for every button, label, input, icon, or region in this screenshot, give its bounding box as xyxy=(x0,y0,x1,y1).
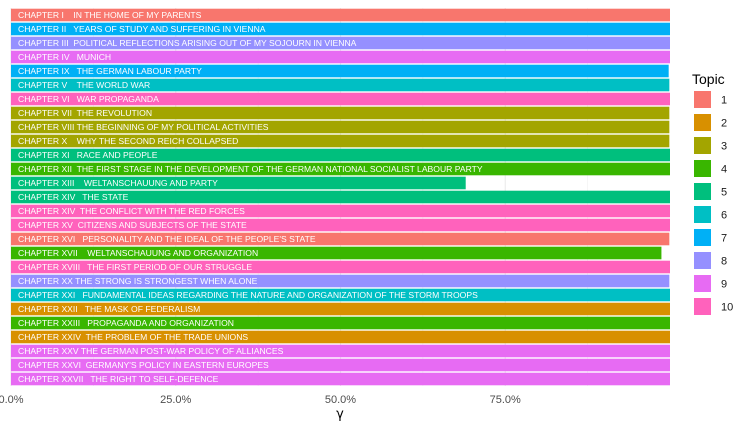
bar-label: CHAPTER XII THE FIRST STAGE IN THE DEVEL… xyxy=(18,164,483,174)
legend-label: 9 xyxy=(721,279,727,291)
bar-label: CHAPTER XXI FUNDAMENTAL IDEAS REGARDING … xyxy=(18,290,478,300)
bar xyxy=(11,358,670,372)
bar-label: CHAPTER I IN THE HOME OF MY PARENTS xyxy=(18,10,202,20)
bar xyxy=(11,134,670,148)
bar-label: CHAPTER X WHY THE SECOND REICH COLLAPSED xyxy=(18,136,238,146)
bar xyxy=(11,64,669,78)
x-tick-label: 0.0% xyxy=(0,394,24,406)
x-tick-label: 50.0% xyxy=(325,394,356,406)
bar-label: CHAPTER III POLITICAL REFLECTIONS ARISIN… xyxy=(18,38,357,48)
bar-label: CHAPTER XXVI GERMANY'S POLICY IN EASTERN… xyxy=(18,360,269,370)
legend-key xyxy=(694,91,711,108)
legend-label: 2 xyxy=(721,118,727,130)
bar-label: CHAPTER VII THE REVOLUTION xyxy=(18,108,152,118)
bar xyxy=(11,176,466,190)
x-tick-label: 25.0% xyxy=(160,394,191,406)
bar-label: CHAPTER VIII THE BEGINNING OF MY POLITIC… xyxy=(18,122,269,132)
legend-key xyxy=(694,137,711,154)
bar xyxy=(11,50,670,64)
legend-label: 3 xyxy=(721,141,727,153)
bar xyxy=(11,218,670,232)
bar-label: CHAPTER VI WAR PROPAGANDA xyxy=(18,94,159,104)
legend-label: 5 xyxy=(721,187,727,199)
bar xyxy=(11,106,670,120)
bars: CHAPTER I IN THE HOME OF MY PARENTS CHAPT… xyxy=(11,8,670,386)
legend-key xyxy=(694,298,711,315)
bar-label: CHAPTER XIV THE STATE xyxy=(18,192,129,202)
bar xyxy=(11,260,670,274)
legend-title: Topic xyxy=(692,71,725,87)
legend-key xyxy=(694,252,711,269)
bar-label: CHAPTER V THE WORLD WAR xyxy=(18,80,150,90)
bar xyxy=(11,232,670,246)
bar-label: CHAPTER XIV THE CONFLICT WITH THE RED FO… xyxy=(18,206,245,216)
bar-label: CHAPTER XXV THE GERMAN POST-WAR POLICY O… xyxy=(18,346,284,356)
bar xyxy=(11,204,670,218)
bar xyxy=(11,302,670,316)
legend-key xyxy=(694,183,711,200)
bar-label: CHAPTER XVI PERSONALITY AND THE IDEAL OF… xyxy=(18,234,316,244)
bar xyxy=(11,120,670,134)
bar-label: CHAPTER XI RACE AND PEOPLE xyxy=(18,150,158,160)
bar-label: CHAPTER XXVII THE RIGHT TO SELF-DEFENCE xyxy=(18,374,219,384)
bar-label: CHAPTER IV MUNICH xyxy=(18,52,111,62)
legend: Topic 1 2 3 4 5 6 7 8 9 10 xyxy=(692,71,733,315)
bar xyxy=(11,288,670,302)
bar xyxy=(11,190,670,204)
x-axis-ticks: 0.0% 25.0% 50.0% 75.0% xyxy=(0,394,521,406)
bar-label: CHAPTER XV CITIZENS AND SUBJECTS OF THE … xyxy=(18,220,247,230)
legend-key xyxy=(694,229,711,246)
bar xyxy=(11,78,670,92)
legend-label: 4 xyxy=(721,164,727,176)
bar xyxy=(11,162,670,176)
x-tick-label: 75.0% xyxy=(490,394,521,406)
bar xyxy=(11,92,670,106)
bar-label: CHAPTER XXIV THE PROBLEM OF THE TRADE UN… xyxy=(18,332,248,342)
bar xyxy=(11,22,670,36)
bar-label: CHAPTER IX THE GERMAN LABOUR PARTY xyxy=(18,66,202,76)
bar xyxy=(11,344,670,358)
bar xyxy=(11,316,670,330)
legend-label: 7 xyxy=(721,233,727,245)
legend-label: 10 xyxy=(721,302,733,314)
bar xyxy=(11,36,670,50)
legend-label: 6 xyxy=(721,210,727,222)
bar xyxy=(11,372,670,386)
bar xyxy=(11,148,670,162)
x-axis-title: γ xyxy=(336,407,344,422)
bar xyxy=(11,330,670,344)
bar-label: CHAPTER XXIII PROPAGANDA AND ORGANIZATIO… xyxy=(18,318,234,328)
bar-label: CHAPTER XX THE STRONG IS STRONGEST WHEN … xyxy=(18,276,258,286)
bar-label: CHAPTER II YEARS OF STUDY AND SUFFERING … xyxy=(18,24,266,34)
legend-label: 1 xyxy=(721,95,727,107)
bar-label: CHAPTER XVII WELTANSCHAUUNG AND ORGANIZA… xyxy=(18,248,258,258)
bar-label: CHAPTER XXII THE MASK OF FEDERALISM xyxy=(18,304,200,314)
bar-label: CHAPTER XVIII THE FIRST PERIOD OF OUR ST… xyxy=(18,262,252,272)
bar-label: CHAPTER XIII WELTANSCHAUUNG AND PARTY xyxy=(18,178,218,188)
bar xyxy=(11,8,670,22)
bar xyxy=(11,246,662,260)
legend-key xyxy=(694,206,711,223)
bar xyxy=(11,274,670,288)
legend-key xyxy=(694,275,711,292)
legend-key xyxy=(694,160,711,177)
legend-label: 8 xyxy=(721,256,727,268)
legend-key xyxy=(694,114,711,131)
